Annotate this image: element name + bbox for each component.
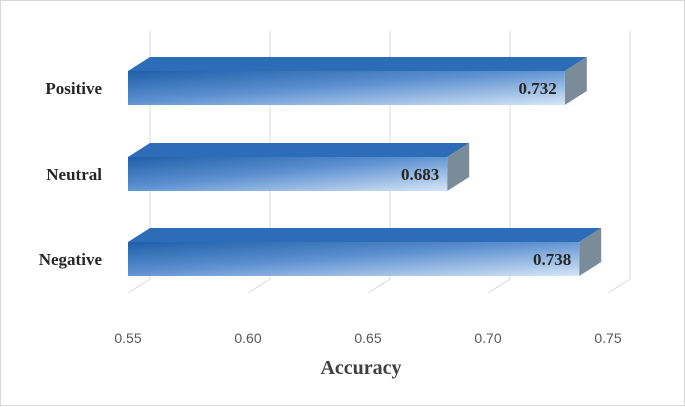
labels: 0.55 0.60 0.65 0.70 0.75 0.732 Positive 0.683 Ne… [39, 79, 622, 346]
bar-top-neutral [128, 143, 470, 157]
bar-side-negative [579, 228, 602, 276]
floor-line [367, 278, 391, 294]
bar-positive [128, 71, 565, 105]
x-tick-label: 0.70 [474, 330, 501, 346]
bar-top-positive [128, 57, 587, 71]
x-tick-label: 0.65 [354, 330, 381, 346]
x-tick-label: 0.55 [114, 330, 141, 346]
floor-line [607, 278, 631, 294]
bar-side-neutral [447, 143, 470, 191]
floor-line [247, 278, 271, 294]
data-label-neutral: 0.683 [401, 165, 439, 184]
bar-neutral [128, 157, 448, 191]
data-label-negative: 0.738 [533, 250, 571, 269]
bar-negative [128, 242, 580, 276]
floor-line [127, 278, 151, 294]
bars [128, 57, 602, 276]
category-label-negative: Negative [39, 250, 103, 269]
floor-line [487, 278, 511, 294]
bar-top-negative [128, 228, 602, 242]
x-tick-label: 0.75 [594, 330, 621, 346]
x-axis-title: Accuracy [320, 357, 401, 379]
category-label-neutral: Neutral [46, 165, 102, 184]
bar-side-positive [564, 57, 587, 105]
data-label-positive: 0.732 [519, 79, 557, 98]
x-tick-label: 0.60 [234, 330, 261, 346]
category-label-positive: Positive [45, 79, 102, 98]
